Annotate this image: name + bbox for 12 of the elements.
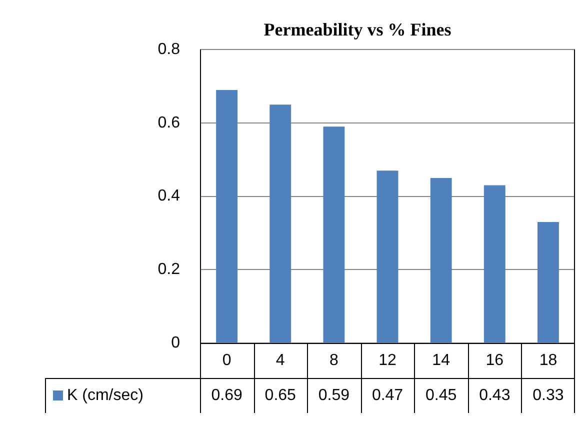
bar (270, 104, 292, 342)
bar (376, 170, 398, 342)
bar (484, 185, 506, 342)
bar (216, 90, 238, 342)
chart-title: Permeability vs % Fines (264, 19, 452, 40)
bar (430, 178, 452, 342)
y-tick-label: 0.2 (158, 261, 180, 278)
bar (538, 222, 559, 342)
bar (323, 126, 345, 342)
y-tick-label: 0.4 (158, 188, 180, 205)
y-tick-label: 0.8 (158, 41, 180, 58)
y-tick-label: 0.6 (158, 114, 180, 132)
